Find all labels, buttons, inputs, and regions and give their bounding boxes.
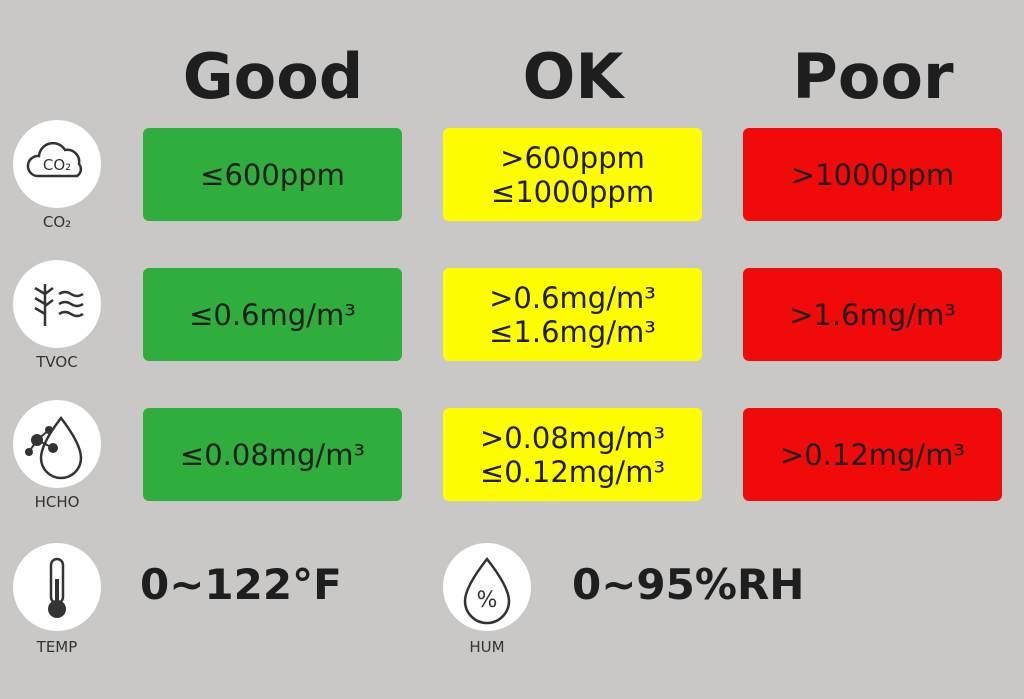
icon-circle bbox=[13, 400, 101, 488]
row-label: TVOC bbox=[36, 353, 78, 371]
range-text: ≤600ppm bbox=[200, 157, 345, 192]
icon: % bbox=[463, 556, 511, 625]
icon-circle: % bbox=[443, 543, 531, 631]
icon bbox=[25, 415, 83, 480]
footer-label: TEMP bbox=[36, 638, 78, 656]
range-cell: >1.6mg/m³ bbox=[743, 268, 1002, 361]
icon-text: CO₂ bbox=[43, 156, 71, 174]
icon-circle bbox=[13, 260, 101, 348]
range-text: >1.6mg/m³ bbox=[789, 297, 956, 332]
range-text: ≤0.12mg/m³ bbox=[479, 454, 666, 489]
column-header: Poor bbox=[792, 40, 954, 113]
range-text: ≤0.08mg/m³ bbox=[179, 437, 366, 472]
icon bbox=[34, 284, 84, 326]
column-header: OK bbox=[522, 40, 624, 113]
range-text: ≤0.6mg/m³ bbox=[189, 297, 356, 332]
range-cell: >1000ppm bbox=[743, 128, 1002, 221]
range-text: >600ppm bbox=[500, 140, 645, 175]
range-text: ≤1000ppm bbox=[490, 174, 655, 209]
icon-circle: CO₂ bbox=[13, 120, 101, 208]
range-cell: >600ppm ≤1000ppm bbox=[443, 128, 702, 221]
range-cell: >0.08mg/m³ ≤0.12mg/m³ bbox=[443, 408, 702, 501]
range-cell: >0.12mg/m³ bbox=[743, 408, 1002, 501]
range-text: ≤1.6mg/m³ bbox=[489, 314, 656, 349]
footer-value: 0~122°F bbox=[140, 560, 342, 609]
range-cell: ≤0.6mg/m³ bbox=[143, 268, 402, 361]
icon-text: % bbox=[477, 588, 498, 613]
footer-value: 0~95%RH bbox=[572, 560, 805, 609]
range-text: >0.08mg/m³ bbox=[479, 420, 666, 455]
column-header: Good bbox=[182, 40, 364, 113]
footer-label: HUM bbox=[469, 638, 505, 656]
row-label: HCHO bbox=[34, 493, 80, 511]
range-cell: >0.6mg/m³ ≤1.6mg/m³ bbox=[443, 268, 702, 361]
icon-circle bbox=[13, 543, 101, 631]
range-text: >0.6mg/m³ bbox=[489, 280, 656, 315]
range-cell: ≤0.08mg/m³ bbox=[143, 408, 402, 501]
icon bbox=[48, 557, 66, 618]
range-text: >0.12mg/m³ bbox=[779, 437, 966, 472]
row-label: CO₂ bbox=[42, 213, 72, 231]
range-text: >1000ppm bbox=[790, 157, 955, 192]
range-cell: ≤600ppm bbox=[143, 128, 402, 221]
icon: CO₂ bbox=[26, 141, 83, 178]
